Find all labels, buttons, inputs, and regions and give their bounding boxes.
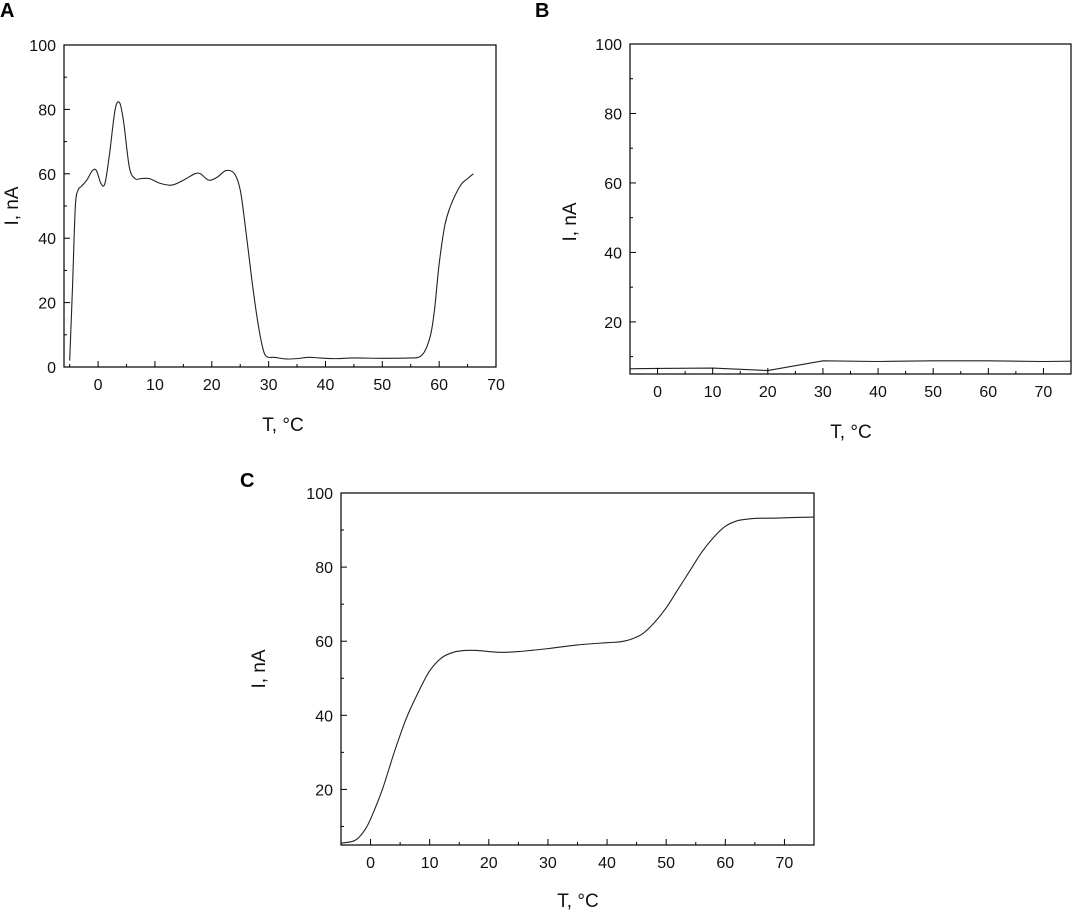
y-tick-label-c-60: 60 — [315, 634, 333, 651]
x-tick-label-c-40: 40 — [598, 855, 616, 872]
y-tick-label-a-80: 80 — [38, 102, 56, 119]
x-tick-label-b-60: 60 — [979, 384, 997, 401]
plot-frame-a — [63, 44, 497, 368]
axis-ticks-b: 0 10 20 30 40 50 60 70 20 40 60 80 100 — [595, 37, 1072, 401]
chart-panel-b: B 0 10 20 30 40 50 60 70 20 40 60 80 100 T, °C I, nA — [535, 0, 1072, 443]
x-tick-label-c-60: 60 — [716, 855, 734, 872]
chart-panel-c: C 0 10 20 30 40 50 60 70 20 40 60 80 100 T, °C I, nA — [240, 470, 815, 912]
series-path-b-0 — [629, 360, 1072, 372]
x-tick-label-a-30: 30 — [260, 377, 278, 394]
y-tick-label-a-20: 20 — [38, 296, 56, 313]
panel-label-a: A — [0, 0, 14, 22]
x-tick-label-a-40: 40 — [317, 377, 335, 394]
panel-label-c: C — [240, 470, 254, 492]
y-tick-label-a-40: 40 — [38, 231, 56, 248]
y-tick-label-c-20: 20 — [315, 782, 333, 799]
x-tick-label-a-60: 60 — [430, 377, 448, 394]
series-path-c-0 — [340, 516, 815, 844]
y-axis-title-b: I, nA — [560, 202, 581, 241]
x-tick-label-c-70: 70 — [776, 855, 794, 872]
x-tick-label-a-0: 0 — [94, 377, 103, 394]
x-tick-label-c-30: 30 — [539, 855, 557, 872]
x-axis-title-b: T, °C — [830, 422, 871, 443]
x-tick-label-b-0: 0 — [653, 384, 662, 401]
y-tick-label-c-80: 80 — [315, 560, 333, 577]
x-tick-label-a-10: 10 — [146, 377, 164, 394]
x-tick-label-c-10: 10 — [421, 855, 439, 872]
x-axis-title-a: T, °C — [262, 415, 303, 436]
x-tick-label-a-50: 50 — [373, 377, 391, 394]
y-axis-title-a: I, nA — [2, 186, 23, 225]
x-tick-label-b-10: 10 — [704, 384, 722, 401]
y-tick-label-c-100: 100 — [306, 486, 333, 503]
x-tick-label-b-50: 50 — [924, 384, 942, 401]
y-tick-label-a-0: 0 — [47, 360, 56, 377]
x-tick-label-b-30: 30 — [814, 384, 832, 401]
x-tick-label-b-20: 20 — [759, 384, 777, 401]
y-tick-label-b-100: 100 — [595, 37, 622, 54]
series-line-b — [629, 360, 1072, 372]
panel-label-b: B — [535, 0, 549, 22]
plot-frame-b — [629, 43, 1072, 375]
y-axis-title-c: I, nA — [249, 649, 270, 688]
axis-ticks-a: 0 10 20 30 40 50 60 70 0 20 40 60 80 100 — [29, 38, 505, 394]
x-tick-label-c-0: 0 — [366, 855, 375, 872]
y-tick-label-b-80: 80 — [604, 106, 622, 123]
y-tick-label-a-60: 60 — [38, 167, 56, 184]
y-tick-label-b-20: 20 — [604, 315, 622, 332]
series-line-c — [340, 516, 815, 844]
y-tick-label-c-40: 40 — [315, 708, 333, 725]
axis-ticks-c: 0 10 20 30 40 50 60 70 20 40 60 80 100 — [306, 486, 815, 872]
x-tick-label-a-70: 70 — [487, 377, 505, 394]
x-tick-label-c-20: 20 — [480, 855, 498, 872]
x-tick-label-a-20: 20 — [203, 377, 221, 394]
y-tick-label-a-100: 100 — [29, 38, 56, 55]
y-tick-label-b-60: 60 — [604, 176, 622, 193]
chart-panel-a: A 0 10 20 30 40 50 60 70 0 20 40 60 80 100 T, °C I, n… — [0, 0, 505, 436]
series-path-a-0 — [69, 101, 474, 361]
plot-frame-c — [340, 492, 815, 846]
x-tick-label-c-50: 50 — [657, 855, 675, 872]
series-line-a — [69, 101, 474, 361]
x-tick-label-b-70: 70 — [1035, 384, 1053, 401]
x-axis-title-c: T, °C — [557, 891, 598, 912]
x-tick-label-b-40: 40 — [869, 384, 887, 401]
y-tick-label-b-40: 40 — [604, 245, 622, 262]
